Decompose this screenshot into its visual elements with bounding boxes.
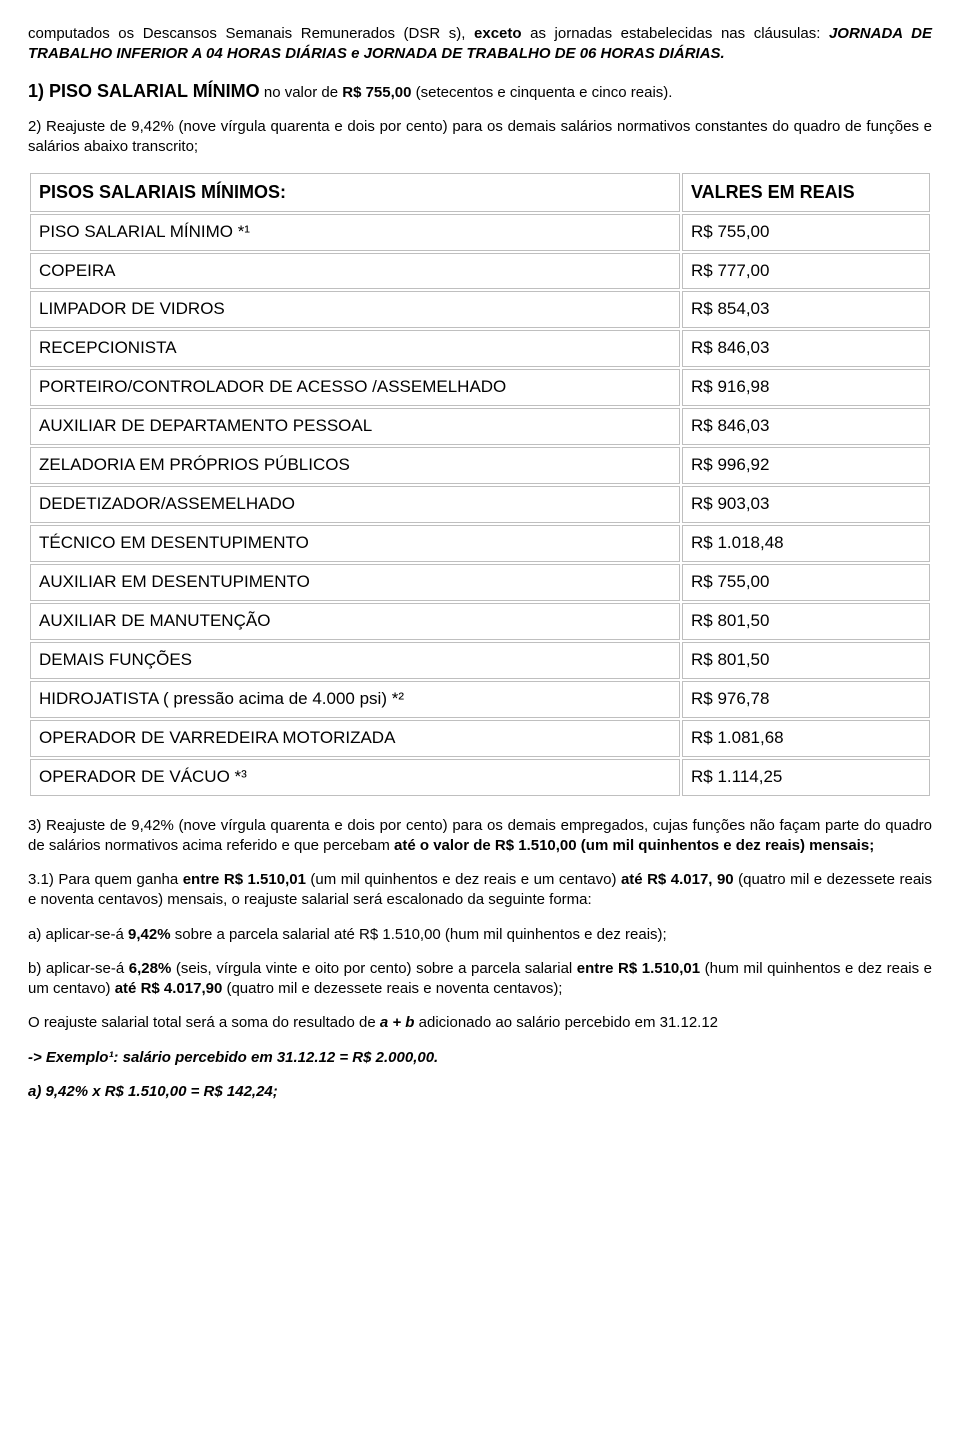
table-cell-value: R$ 755,00 [682, 564, 930, 601]
pa-a: a) aplicar-se-á [28, 926, 128, 943]
table-cell-label: PORTEIRO/CONTROLADOR DE ACESSO /ASSEMELH… [30, 369, 680, 406]
table-row: HIDROJATISTA ( pressão acima de 4.000 ps… [30, 681, 930, 718]
intro-paragraph: computados os Descansos Semanais Remuner… [28, 24, 932, 65]
table-row: RECEPCIONISTAR$ 846,03 [30, 330, 930, 367]
p1-rest-b: R$ 755,00 [342, 84, 411, 101]
table-row: DEMAIS FUNÇÕESR$ 801,50 [30, 642, 930, 679]
p31-b: entre R$ 1.510,01 [183, 871, 306, 888]
table-row: COPEIRAR$ 777,00 [30, 253, 930, 290]
table-cell-label: DEMAIS FUNÇÕES [30, 642, 680, 679]
table-cell-value: R$ 854,03 [682, 291, 930, 328]
table-cell-label: COPEIRA [30, 253, 680, 290]
psoma: O reajuste salarial total será a soma do… [28, 1013, 932, 1033]
p31: 3.1) Para quem ganha entre R$ 1.510,01 (… [28, 870, 932, 911]
table-cell-value: R$ 976,78 [682, 681, 930, 718]
table-cell-label: OPERADOR DE VARREDEIRA MOTORIZADA [30, 720, 680, 757]
table-row: AUXILIAR EM DESENTUPIMENTOR$ 755,00 [30, 564, 930, 601]
table-row: AUXILIAR DE DEPARTAMENTO PESSOALR$ 846,0… [30, 408, 930, 445]
table-header-row: PISOS SALARIAIS MÍNIMOS: VALRES EM REAIS [30, 173, 930, 211]
table-cell-value: R$ 777,00 [682, 253, 930, 290]
psoma-a: O reajuste salarial total será a soma do… [28, 1014, 380, 1031]
table-cell-value: R$ 846,03 [682, 330, 930, 367]
table-cell-label: DEDETIZADOR/ASSEMELHADO [30, 486, 680, 523]
p31-c: (um mil quinhentos e dez reais e um cent… [306, 871, 621, 888]
table-cell-label: HIDROJATISTA ( pressão acima de 4.000 ps… [30, 681, 680, 718]
pb-g: (quatro mil e dezessete reais e noventa … [222, 980, 562, 997]
psoma-c: adicionado ao salário percebido em 31.12… [414, 1014, 718, 1031]
p31-d: até R$ 4.017, 90 [621, 871, 734, 888]
pa: a) aplicar-se-á 9,42% sobre a parcela sa… [28, 925, 932, 945]
psoma-b: a + b [380, 1014, 415, 1031]
table-body: PISO SALARIAL MÍNIMO *¹R$ 755,00COPEIRAR… [30, 214, 930, 796]
table-cell-value: R$ 1.081,68 [682, 720, 930, 757]
table-row: PISO SALARIAL MÍNIMO *¹R$ 755,00 [30, 214, 930, 251]
p2: 2) Reajuste de 9,42% (nove vírgula quare… [28, 117, 932, 158]
table-cell-label: PISO SALARIAL MÍNIMO *¹ [30, 214, 680, 251]
p1-rest-a: no valor de [260, 84, 343, 101]
table-cell-value: R$ 916,98 [682, 369, 930, 406]
table-cell-label: LIMPADOR DE VIDROS [30, 291, 680, 328]
pb-f: até R$ 4.017,90 [115, 980, 223, 997]
pcalc: a) 9,42% x R$ 1.510,00 = R$ 142,24; [28, 1082, 932, 1102]
intro-text-exceto: exceto [474, 25, 522, 42]
table-row: LIMPADOR DE VIDROSR$ 854,03 [30, 291, 930, 328]
table-header-left: PISOS SALARIAIS MÍNIMOS: [30, 173, 680, 211]
p31-a: 3.1) Para quem ganha [28, 871, 183, 888]
table-cell-value: R$ 903,03 [682, 486, 930, 523]
pb: b) aplicar-se-á 6,28% (seis, vírgula vin… [28, 959, 932, 1000]
pb-b: 6,28% [129, 960, 172, 977]
table-cell-label: AUXILIAR DE MANUTENÇÃO [30, 603, 680, 640]
pb-c: (seis, vírgula vinte e oito por cento) s… [171, 960, 576, 977]
intro-text-c: as jornadas estabelecidas nas cláusulas: [522, 25, 829, 42]
table-row: AUXILIAR DE MANUTENÇÃOR$ 801,50 [30, 603, 930, 640]
table-cell-value: R$ 801,50 [682, 642, 930, 679]
pb-a: b) aplicar-se-á [28, 960, 129, 977]
table-row: DEDETIZADOR/ASSEMELHADOR$ 903,03 [30, 486, 930, 523]
table-cell-value: R$ 1.018,48 [682, 525, 930, 562]
table-cell-value: R$ 755,00 [682, 214, 930, 251]
p3-b: até o valor de R$ 1.510,00 (um mil quinh… [394, 837, 874, 854]
pa-c: sobre a parcela salarial até R$ 1.510,00… [171, 926, 667, 943]
table-cell-label: TÉCNICO EM DESENTUPIMENTO [30, 525, 680, 562]
table-cell-label: AUXILIAR DE DEPARTAMENTO PESSOAL [30, 408, 680, 445]
table-row: OPERADOR DE VÁCUO *³R$ 1.114,25 [30, 759, 930, 796]
p1-rest-c: (setecentos e cinquenta e cinco reais). [411, 84, 672, 101]
table-row: PORTEIRO/CONTROLADOR DE ACESSO /ASSEMELH… [30, 369, 930, 406]
table-header-right: VALRES EM REAIS [682, 173, 930, 211]
table-cell-label: OPERADOR DE VÁCUO *³ [30, 759, 680, 796]
p1: 1) PISO SALARIAL MÍNIMO no valor de R$ 7… [28, 79, 932, 103]
table-cell-value: R$ 846,03 [682, 408, 930, 445]
table-cell-label: RECEPCIONISTA [30, 330, 680, 367]
table-cell-label: AUXILIAR EM DESENTUPIMENTO [30, 564, 680, 601]
table-row: TÉCNICO EM DESENTUPIMENTOR$ 1.018,48 [30, 525, 930, 562]
p1-lead: 1) PISO SALARIAL MÍNIMO [28, 81, 260, 101]
intro-text-a: computados os Descansos Semanais Remuner… [28, 25, 474, 42]
table-row: ZELADORIA EM PRÓPRIOS PÚBLICOSR$ 996,92 [30, 447, 930, 484]
table-cell-value: R$ 996,92 [682, 447, 930, 484]
p3: 3) Reajuste de 9,42% (nove vírgula quare… [28, 816, 932, 857]
pa-b: 9,42% [128, 926, 171, 943]
table-cell-label: ZELADORIA EM PRÓPRIOS PÚBLICOS [30, 447, 680, 484]
salary-table: PISOS SALARIAIS MÍNIMOS: VALRES EM REAIS… [28, 171, 932, 797]
table-row: OPERADOR DE VARREDEIRA MOTORIZADAR$ 1.08… [30, 720, 930, 757]
pexemplo: -> Exemplo¹: salário percebido em 31.12.… [28, 1048, 932, 1068]
table-cell-value: R$ 1.114,25 [682, 759, 930, 796]
table-cell-value: R$ 801,50 [682, 603, 930, 640]
pb-d: entre R$ 1.510,01 [577, 960, 700, 977]
